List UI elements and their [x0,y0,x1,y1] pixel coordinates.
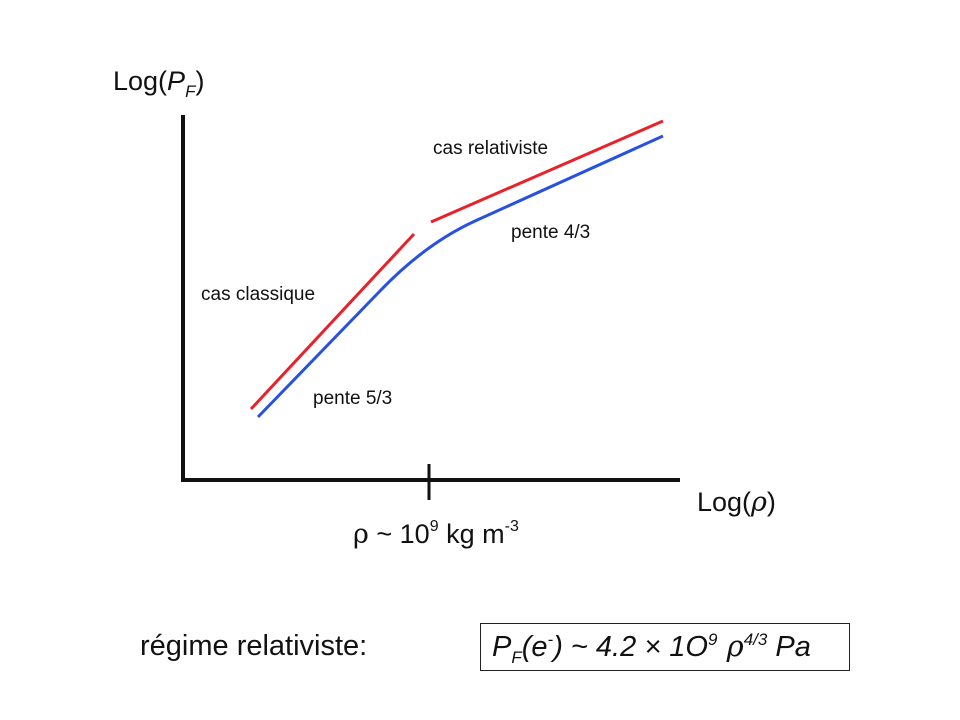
relativiste-asymptote [430,119,664,224]
y-axis-title: Log(PF) [113,66,205,101]
slope-relativiste-label: pente 4/3 [511,222,591,243]
fermi-pressure-formula: PF(e-) ~ 4.2 × 1O9 ρ4/3 Pa [492,629,811,667]
x-axis-title: Log(ρ) [697,487,776,518]
slope-classique-label: pente 5/3 [313,388,393,409]
formula-box: PF(e-) ~ 4.2 × 1O9 ρ4/3 Pa [480,623,850,671]
relativiste-label: cas relativiste [433,138,549,159]
classique-label: cas classique [201,284,316,305]
threshold-density-label: ρ ~ 109 kg m-3 [353,518,519,550]
regime-label: régime relativiste: [140,630,368,662]
pressure-curve [256,134,664,419]
classique-asymptote [249,232,416,411]
